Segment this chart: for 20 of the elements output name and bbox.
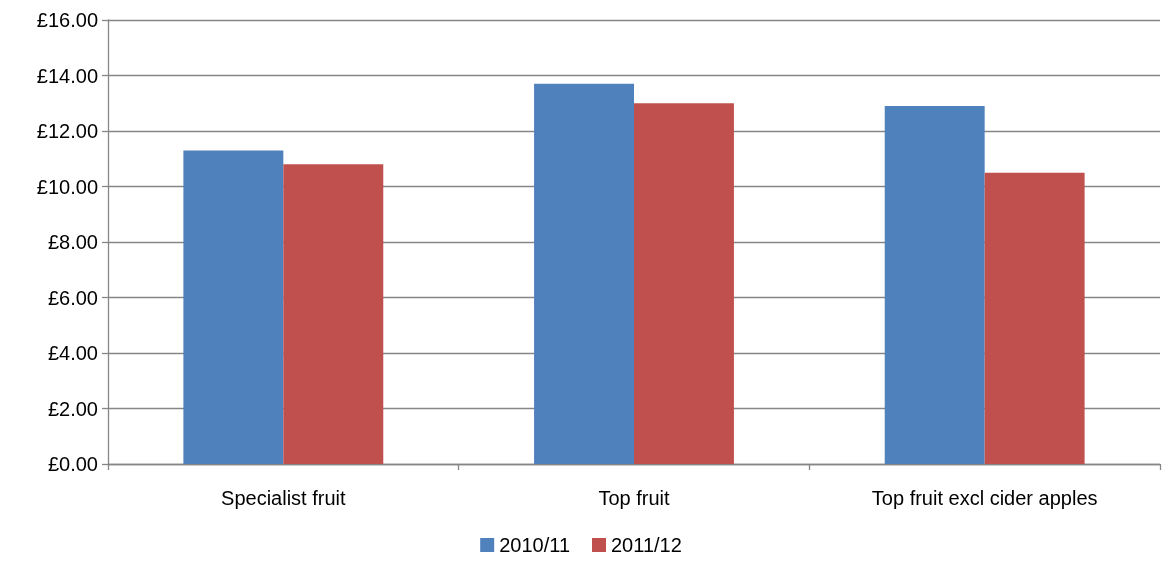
x-tick-label: Top fruit excl cider apples xyxy=(871,487,1098,509)
y-tick-label: £0.00 xyxy=(47,453,98,475)
y-tick-label: £12.00 xyxy=(36,120,98,142)
bar xyxy=(884,106,985,464)
y-tick-label: £8.00 xyxy=(47,231,98,253)
bar xyxy=(984,172,1085,464)
legend-label: 2010/11 xyxy=(499,534,570,556)
y-tick-label: £14.00 xyxy=(36,64,98,87)
bar xyxy=(534,83,634,464)
y-tick-label: £16.00 xyxy=(36,9,98,31)
legend-label: 2011/12 xyxy=(611,534,682,556)
x-tick-label: Top fruit xyxy=(598,487,671,509)
y-tick-label: £2.00 xyxy=(47,397,98,420)
bar xyxy=(634,103,734,464)
x-tick-label: Specialist fruit xyxy=(221,487,347,509)
y-tick-label: £6.00 xyxy=(47,286,98,309)
y-tick-label: £10.00 xyxy=(36,175,98,198)
bar xyxy=(283,164,384,464)
y-tick-label: £4.00 xyxy=(47,342,98,364)
bar xyxy=(183,150,284,464)
